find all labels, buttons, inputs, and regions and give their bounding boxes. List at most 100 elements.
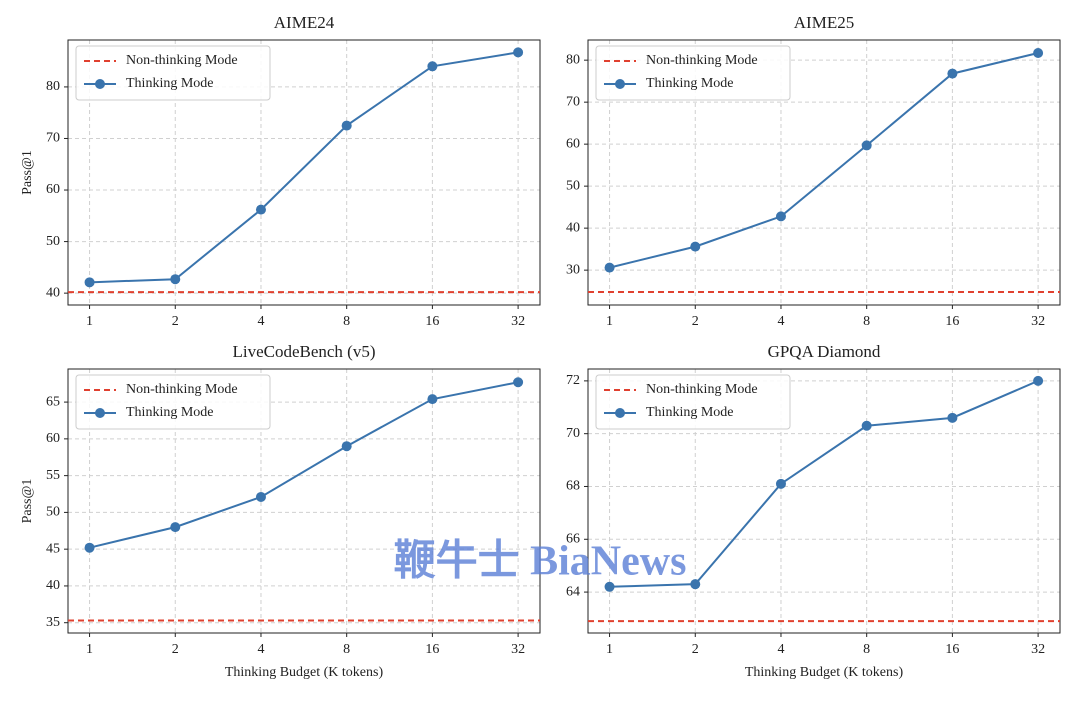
chart-title: GPQA Diamond <box>768 342 881 361</box>
plot-frame <box>67 368 541 634</box>
series-line <box>89 51 519 284</box>
legend-box <box>595 45 791 101</box>
y-tick-label: 80 <box>566 52 580 67</box>
y-tick-label: 40 <box>46 578 60 593</box>
y-tick-label: 40 <box>46 285 60 300</box>
x-tick-label: 8 <box>343 642 350 657</box>
y-tick-label: 68 <box>566 479 580 494</box>
y-tick-label: 70 <box>46 131 60 146</box>
legend-marker <box>95 79 105 89</box>
x-tick-label: 1 <box>606 314 613 329</box>
data-point <box>861 140 872 151</box>
y-tick-label: 45 <box>46 541 60 556</box>
y-tick-label: 60 <box>46 182 60 197</box>
legend-box <box>75 45 271 101</box>
data-point <box>170 274 181 285</box>
data-point <box>775 478 786 489</box>
data-point <box>604 581 615 592</box>
y-tick-label: 30 <box>566 262 580 277</box>
x-tick-label: 8 <box>863 642 870 657</box>
plot-frame <box>587 368 1061 634</box>
data-point <box>427 394 438 405</box>
data-point <box>513 377 524 388</box>
y-tick-label: 50 <box>46 505 60 520</box>
y-tick-label: 66 <box>566 531 580 546</box>
y-tick-label: 50 <box>46 234 60 249</box>
chart-title: AIME24 <box>274 13 335 32</box>
y-tick-label: 40 <box>566 220 580 235</box>
x-tick-label: 4 <box>777 642 784 657</box>
data-point <box>255 204 266 215</box>
y-tick-label: 60 <box>566 136 580 151</box>
x-tick-label: 16 <box>945 314 959 329</box>
series-line <box>609 379 1039 588</box>
x-tick-label: 32 <box>511 642 525 657</box>
legend-box <box>75 374 271 430</box>
data-point <box>84 542 95 553</box>
legend-label: Thinking Mode <box>646 76 734 91</box>
legend-marker <box>615 79 625 89</box>
x-axis-label: Thinking Budget (K tokens) <box>745 665 904 680</box>
x-tick-label: 4 <box>777 314 784 329</box>
data-point <box>427 61 438 72</box>
legend-marker <box>95 408 105 418</box>
x-tick-label: 1 <box>86 642 93 657</box>
x-tick-label: 2 <box>172 314 179 329</box>
plot-frame <box>67 39 541 306</box>
plot-frame <box>587 39 1061 306</box>
series-line <box>89 381 519 549</box>
y-tick-label: 70 <box>566 94 580 109</box>
x-tick-label: 16 <box>425 642 439 657</box>
data-point <box>947 68 958 79</box>
data-point <box>947 412 958 423</box>
data-point <box>690 579 701 590</box>
y-tick-label: 60 <box>46 431 60 446</box>
watermark: 鞭牛士 BiaNews <box>394 538 687 585</box>
x-tick-label: 16 <box>425 314 439 329</box>
chart-title: LiveCodeBench (v5) <box>232 342 375 361</box>
legend-marker <box>615 408 625 418</box>
y-tick-label: 80 <box>46 79 60 94</box>
data-point <box>341 441 352 452</box>
x-tick-label: 32 <box>511 314 525 329</box>
x-tick-label: 4 <box>257 314 264 329</box>
data-point <box>861 420 872 431</box>
x-tick-label: 8 <box>343 314 350 329</box>
data-point <box>604 262 615 273</box>
x-tick-label: 32 <box>1031 314 1045 329</box>
x-tick-label: 1 <box>86 314 93 329</box>
data-point <box>255 491 266 502</box>
data-point <box>170 522 181 533</box>
x-tick-label: 2 <box>692 314 699 329</box>
data-point <box>84 277 95 288</box>
x-tick-label: 2 <box>692 642 699 657</box>
y-axis-label: Pass@1 <box>20 479 35 524</box>
legend-label: Thinking Mode <box>126 76 214 91</box>
legend-label: Non-thinking Mode <box>646 53 758 68</box>
y-tick-label: 65 <box>46 394 60 409</box>
data-point <box>1033 375 1044 386</box>
y-tick-label: 64 <box>566 584 580 599</box>
y-tick-label: 50 <box>566 178 580 193</box>
y-axis-label: Pass@1 <box>20 150 35 195</box>
legend-box <box>595 374 791 430</box>
y-tick-label: 55 <box>46 468 60 483</box>
x-tick-label: 8 <box>863 314 870 329</box>
data-point <box>775 211 786 222</box>
x-tick-label: 4 <box>257 642 264 657</box>
y-tick-label: 72 <box>566 373 580 388</box>
legend-label: Thinking Mode <box>126 405 214 420</box>
y-tick-label: 70 <box>566 426 580 441</box>
legend-label: Thinking Mode <box>646 405 734 420</box>
data-point <box>513 47 524 58</box>
x-tick-label: 16 <box>945 642 959 657</box>
x-axis-label: Thinking Budget (K tokens) <box>225 665 384 680</box>
legend-label: Non-thinking Mode <box>126 382 238 397</box>
data-point <box>690 241 701 252</box>
legend-label: Non-thinking Mode <box>126 53 238 68</box>
legend-label: Non-thinking Mode <box>646 382 758 397</box>
x-tick-label: 2 <box>172 642 179 657</box>
series-line <box>609 52 1039 269</box>
chart-title: AIME25 <box>794 13 854 32</box>
x-tick-label: 32 <box>1031 642 1045 657</box>
